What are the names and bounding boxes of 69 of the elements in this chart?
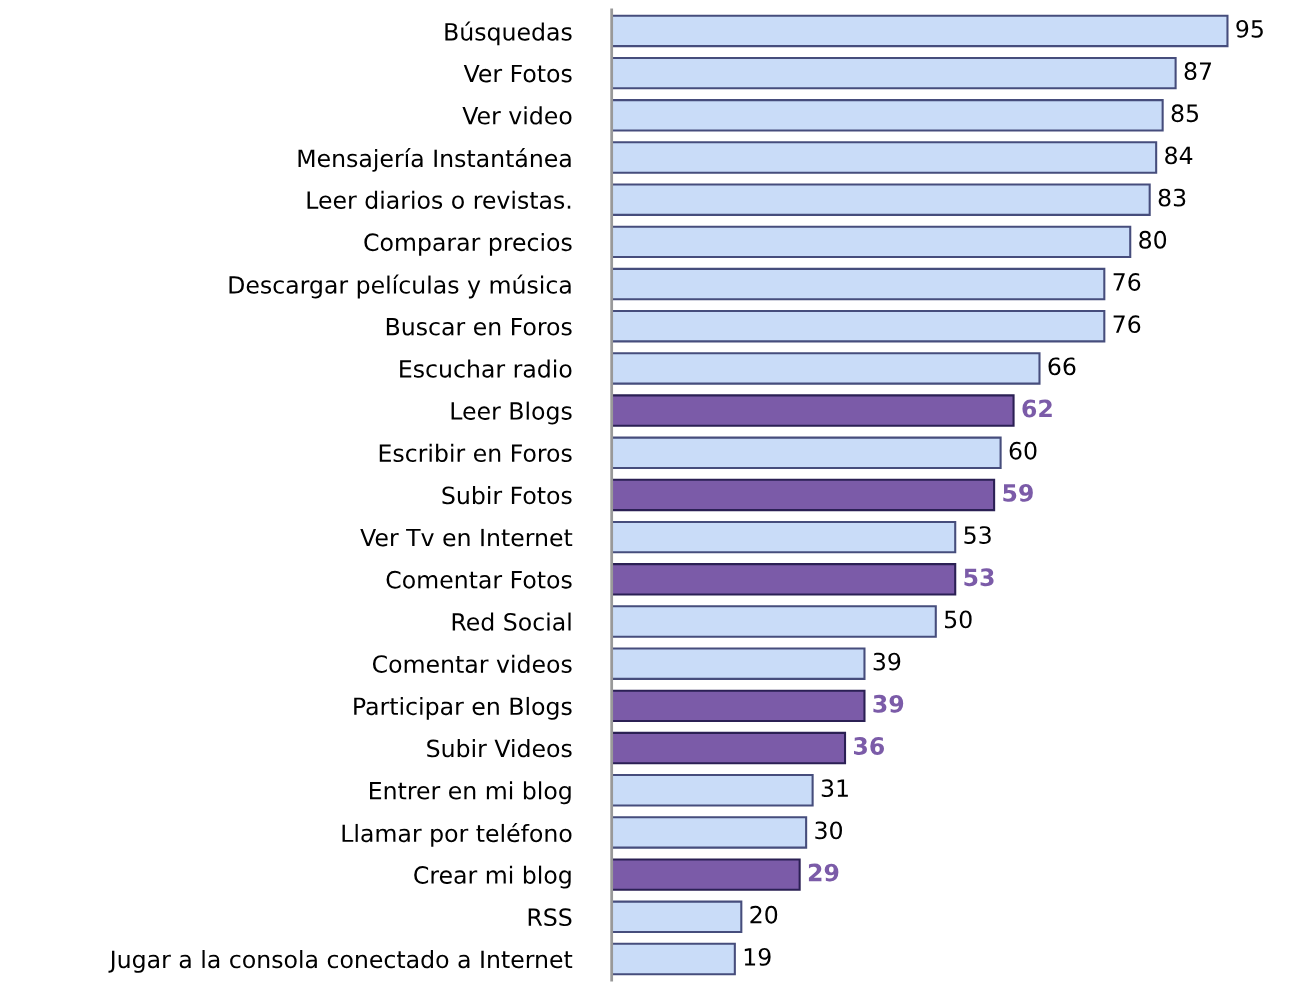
data-label: 31 (821, 779, 848, 798)
y-tick-label: Escribir en Foros (379, 443, 572, 463)
data-label: 59 (1003, 483, 1033, 502)
y-tick-label: Comentar Fotos (386, 570, 572, 589)
data-label: 53 (964, 568, 994, 587)
data-label: 39 (873, 652, 901, 671)
y-tick-label: Ver video (462, 106, 572, 125)
data-label: 53 (964, 526, 991, 544)
data-label: 19 (744, 947, 771, 966)
y-tick-label: Subir Fotos (442, 485, 572, 505)
bar (611, 225, 1132, 259)
data-label: 20 (750, 905, 778, 924)
data-label: 85 (1171, 104, 1199, 123)
bar (611, 267, 1106, 301)
data-label: 62 (1022, 399, 1052, 418)
y-tick-label: Comparar precios (364, 232, 572, 256)
y-tick-label: Ver Fotos (463, 64, 572, 83)
data-label: 29 (808, 863, 839, 882)
data-label: 36 (854, 737, 885, 755)
bar (611, 647, 866, 680)
bar (611, 731, 847, 765)
bar (611, 689, 866, 723)
bar (611, 99, 1164, 132)
y-tick-label: Jugar a la consola conectado a Internet (108, 950, 573, 973)
data-label: 95 (1236, 19, 1263, 38)
bar (611, 774, 814, 807)
y-tick-label: Subir Videos (427, 739, 572, 758)
bar (611, 563, 957, 596)
y-tick-label: Buscar en Foros (386, 317, 572, 336)
data-label: 50 (944, 610, 972, 629)
y-tick-label: Escuchar radio (400, 359, 572, 378)
bar (611, 183, 1151, 216)
bar (611, 900, 743, 934)
bar (611, 605, 937, 638)
data-label: 76 (1113, 315, 1141, 334)
data-label: 87 (1184, 62, 1212, 80)
bar (611, 310, 1106, 343)
bar (611, 352, 1041, 385)
data-label: 76 (1113, 273, 1141, 291)
data-label: 39 (873, 694, 904, 713)
y-tick-label: Llamar por teléfono (342, 822, 572, 847)
y-tick-label: Mensajería Instantánea (298, 148, 571, 172)
y-tick-label: Ver Tv en Internet (360, 528, 573, 547)
data-label: 30 (815, 821, 842, 840)
bar (611, 942, 736, 976)
bar (611, 478, 996, 512)
y-tick-label: Leer diarios o revistas. (307, 190, 571, 209)
bar (611, 520, 957, 554)
y-tick-label: Crear mi blog (414, 865, 571, 889)
y-tick-label: Descargar películas y música (229, 274, 571, 299)
y-tick-label: Leer Blogs (451, 401, 572, 425)
bar (611, 816, 808, 849)
y-tick-label: RSS (528, 908, 572, 927)
y-tick-label: Comentar videos (372, 654, 572, 673)
y-tick-label: Participar en Blogs (354, 696, 572, 720)
y-tick-label: Búsquedas (445, 21, 572, 46)
data-label: 60 (1009, 441, 1037, 460)
bar (611, 394, 1015, 427)
y-tick-label: Red Social (452, 612, 571, 631)
data-label: 80 (1139, 230, 1167, 249)
bar (611, 436, 1002, 469)
y-tick-label: Entrer en mi blog (370, 781, 571, 805)
data-label: 66 (1048, 357, 1076, 376)
bar (611, 14, 1229, 48)
data-label: 83 (1158, 188, 1186, 207)
bar (611, 141, 1158, 174)
data-label: 84 (1165, 146, 1193, 165)
bar (611, 858, 801, 891)
bar (611, 56, 1177, 90)
